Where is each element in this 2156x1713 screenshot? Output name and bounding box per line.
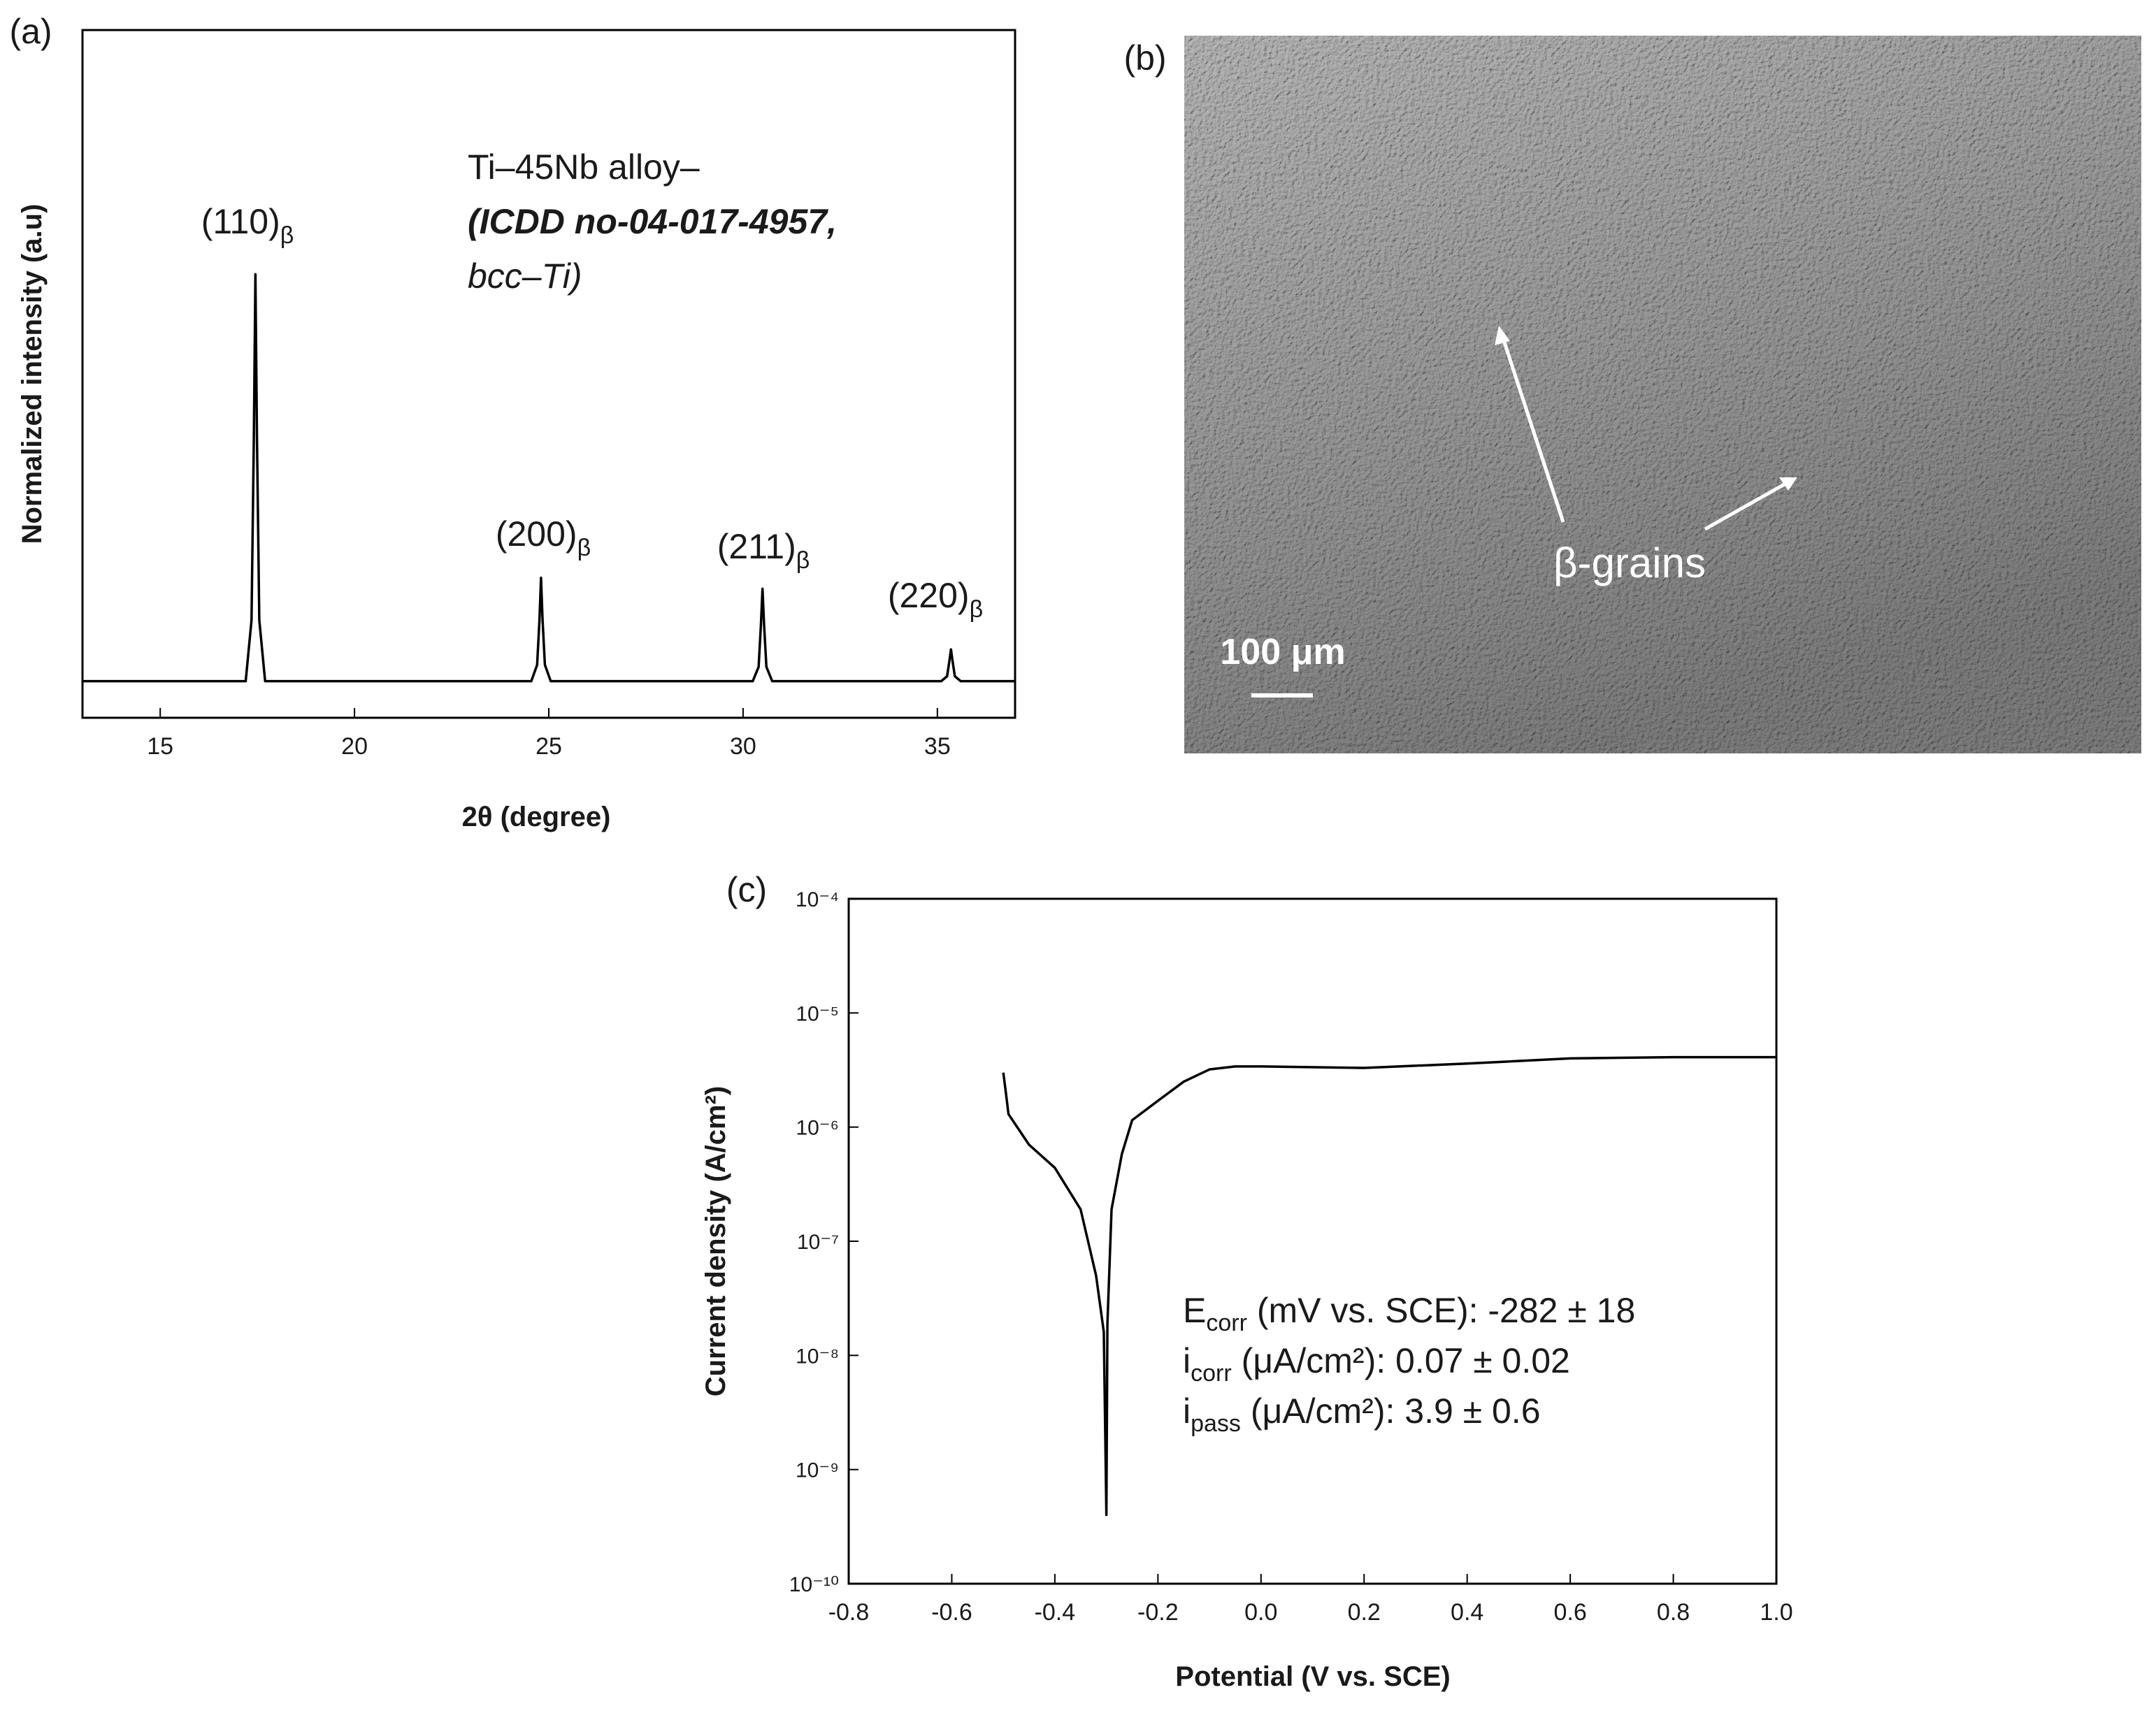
plot-frame bbox=[81, 29, 1016, 719]
arrow bbox=[1501, 338, 1565, 523]
annotation: Ti–45Nb alloy– bbox=[468, 147, 700, 187]
y-tick-label: 10⁻⁶ bbox=[796, 1117, 839, 1140]
x-tick-label: 30 bbox=[730, 733, 756, 760]
x-tick-label: 0.2 bbox=[1348, 1599, 1381, 1626]
x-tick-label: -0.4 bbox=[1035, 1599, 1076, 1626]
x-tick-label: 25 bbox=[536, 733, 562, 760]
micrograph: β-grains 100 μm (b) bbox=[1123, 36, 2141, 753]
peak-label: (200)β bbox=[496, 514, 591, 561]
data-line bbox=[1002, 1055, 1776, 1517]
peak-label-sub: β bbox=[796, 547, 810, 574]
peak-label-sub: β bbox=[970, 596, 984, 623]
y-tick-label: 10⁻⁹ bbox=[796, 1459, 839, 1482]
y-tick-label: 10⁻⁸ bbox=[796, 1345, 839, 1368]
x-tick-label: 20 bbox=[341, 733, 368, 760]
annotation-text: (μA/cm²): 0.07 ± 0.02 bbox=[1232, 1341, 1570, 1380]
panel-label: (a) bbox=[9, 12, 52, 51]
y-axis-title: Normalized intensity (a.u) bbox=[17, 204, 48, 544]
y-tick-label: 10⁻¹⁰ bbox=[789, 1573, 839, 1596]
x-tick-label: -0.2 bbox=[1137, 1599, 1179, 1626]
panel-label: (b) bbox=[1123, 38, 1166, 78]
annotation-symbol: i bbox=[1183, 1341, 1191, 1380]
x-tick-label: 0.6 bbox=[1553, 1599, 1586, 1626]
annotation: ipass (μA/cm²): 3.9 ± 0.6 bbox=[1183, 1392, 1541, 1437]
peak-label-sub: β bbox=[280, 222, 294, 249]
annotation-sub: pass bbox=[1191, 1410, 1241, 1437]
annotation-symbol: E bbox=[1183, 1291, 1206, 1330]
micrograph-texture bbox=[1184, 36, 2141, 753]
peak-label: (220)β bbox=[888, 576, 983, 623]
scale-bar-label: 100 μm bbox=[1220, 632, 1345, 672]
y-tick-label: 10⁻⁴ bbox=[796, 888, 839, 911]
y-axis-title: Current density (A/cm²) bbox=[700, 1086, 731, 1397]
arrow bbox=[1704, 481, 1788, 531]
x-tick-label: 1.0 bbox=[1760, 1599, 1792, 1626]
y-tick-label: 10⁻⁵ bbox=[796, 1002, 839, 1025]
arrow-head bbox=[1779, 477, 1797, 491]
annotation-text: (μA/cm²): 3.9 ± 0.6 bbox=[1241, 1392, 1541, 1431]
arrow-head bbox=[1495, 326, 1510, 345]
x-tick-label: 15 bbox=[147, 733, 173, 760]
annotation-sub: corr bbox=[1206, 1310, 1247, 1336]
peak-label: (211)β bbox=[717, 527, 810, 574]
plot-frame bbox=[847, 897, 1778, 1585]
x-tick-label: 35 bbox=[924, 733, 951, 760]
y-tick-label: 10⁻⁷ bbox=[797, 1231, 839, 1254]
annotation-sub: corr bbox=[1191, 1360, 1232, 1387]
x-tick-label: 0.8 bbox=[1657, 1599, 1690, 1626]
peak-label-text: (110) bbox=[201, 202, 280, 241]
peak-label-text: (200) bbox=[496, 514, 577, 554]
micrograph-label: β-grains bbox=[1553, 540, 1706, 586]
x-tick-label: 0.0 bbox=[1244, 1599, 1277, 1626]
data-line bbox=[82, 273, 1015, 683]
peak-label: (110)β bbox=[201, 202, 294, 249]
annotation: (ICDD no-04-017-4957, bbox=[468, 202, 837, 241]
x-tick-label: -0.6 bbox=[931, 1599, 972, 1626]
peak-label-sub: β bbox=[577, 535, 591, 561]
annotation: Ecorr (mV vs. SCE): -282 ± 18 bbox=[1183, 1291, 1635, 1336]
annotation: bcc–Ti) bbox=[468, 256, 582, 296]
panel-label: (c) bbox=[726, 870, 767, 909]
x-tick-label: 0.4 bbox=[1451, 1599, 1483, 1626]
annotation-text: (mV vs. SCE): -282 ± 18 bbox=[1247, 1291, 1635, 1330]
x-axis-title: Potential (V vs. SCE) bbox=[1175, 1661, 1450, 1692]
annotation-symbol: i bbox=[1183, 1392, 1191, 1431]
x-tick-label: -0.8 bbox=[828, 1599, 870, 1626]
x-axis-title: 2θ (degree) bbox=[462, 802, 611, 832]
peak-label-text: (220) bbox=[888, 576, 970, 615]
peak-label-text: (211) bbox=[717, 527, 796, 566]
annotation: icorr (μA/cm²): 0.07 ± 0.02 bbox=[1183, 1341, 1570, 1387]
